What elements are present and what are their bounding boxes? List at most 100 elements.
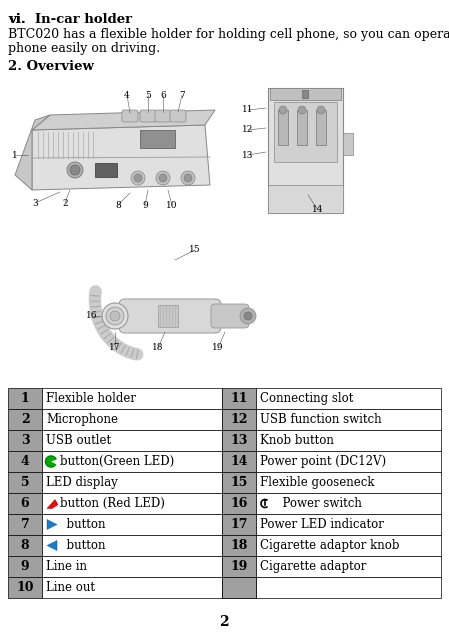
FancyBboxPatch shape bbox=[222, 430, 256, 451]
Bar bbox=[297, 110, 307, 145]
Circle shape bbox=[317, 106, 325, 114]
Text: Line in: Line in bbox=[46, 560, 87, 573]
FancyBboxPatch shape bbox=[42, 493, 222, 514]
Text: Knob button: Knob button bbox=[260, 434, 334, 447]
Text: button (Red LED): button (Red LED) bbox=[60, 497, 165, 510]
Text: 17: 17 bbox=[109, 344, 121, 353]
Text: LED display: LED display bbox=[46, 476, 118, 489]
FancyBboxPatch shape bbox=[222, 535, 256, 556]
Polygon shape bbox=[47, 499, 58, 509]
Text: button: button bbox=[59, 539, 106, 552]
Bar bbox=[274, 102, 337, 162]
Text: Power LED indicator: Power LED indicator bbox=[260, 518, 384, 531]
Bar bbox=[95, 163, 117, 177]
FancyBboxPatch shape bbox=[268, 88, 343, 213]
Bar bbox=[268, 185, 343, 213]
Text: vi.  In-car holder: vi. In-car holder bbox=[8, 13, 132, 26]
Text: Cigarette adaptor knob: Cigarette adaptor knob bbox=[260, 539, 400, 552]
Circle shape bbox=[110, 311, 120, 321]
Text: 15: 15 bbox=[189, 245, 201, 255]
FancyBboxPatch shape bbox=[170, 110, 186, 122]
FancyBboxPatch shape bbox=[158, 305, 178, 327]
Text: 6: 6 bbox=[21, 497, 29, 510]
Circle shape bbox=[67, 162, 83, 178]
FancyBboxPatch shape bbox=[256, 388, 441, 409]
Text: 19: 19 bbox=[212, 344, 224, 353]
Text: 18: 18 bbox=[230, 539, 248, 552]
Bar bbox=[302, 90, 308, 98]
Text: 2: 2 bbox=[62, 198, 68, 207]
FancyBboxPatch shape bbox=[8, 472, 42, 493]
Text: 8: 8 bbox=[115, 200, 121, 209]
FancyBboxPatch shape bbox=[8, 451, 42, 472]
Text: Cigarette adaptor: Cigarette adaptor bbox=[260, 560, 366, 573]
FancyBboxPatch shape bbox=[42, 451, 222, 472]
FancyBboxPatch shape bbox=[222, 577, 256, 598]
Text: 7: 7 bbox=[179, 90, 185, 99]
FancyBboxPatch shape bbox=[8, 388, 42, 409]
Circle shape bbox=[240, 308, 256, 324]
FancyBboxPatch shape bbox=[256, 493, 441, 514]
FancyBboxPatch shape bbox=[222, 409, 256, 430]
FancyBboxPatch shape bbox=[42, 514, 222, 535]
FancyBboxPatch shape bbox=[256, 430, 441, 451]
Text: 11: 11 bbox=[242, 106, 254, 114]
FancyBboxPatch shape bbox=[256, 556, 441, 577]
FancyBboxPatch shape bbox=[42, 577, 222, 598]
FancyBboxPatch shape bbox=[256, 577, 441, 598]
Text: vi.: vi. bbox=[8, 13, 35, 26]
FancyBboxPatch shape bbox=[140, 110, 156, 122]
FancyBboxPatch shape bbox=[256, 409, 441, 430]
Text: button: button bbox=[59, 518, 106, 531]
FancyBboxPatch shape bbox=[8, 493, 42, 514]
FancyBboxPatch shape bbox=[256, 535, 441, 556]
Text: 8: 8 bbox=[21, 539, 29, 552]
Text: Microphone: Microphone bbox=[46, 413, 118, 426]
FancyBboxPatch shape bbox=[42, 472, 222, 493]
Text: Power switch: Power switch bbox=[275, 497, 362, 510]
Text: 10: 10 bbox=[166, 200, 178, 209]
FancyBboxPatch shape bbox=[256, 514, 441, 535]
Text: 11: 11 bbox=[230, 392, 248, 405]
Text: 6: 6 bbox=[160, 90, 166, 99]
Circle shape bbox=[156, 171, 170, 185]
Bar bbox=[140, 130, 175, 148]
Text: 19: 19 bbox=[230, 560, 248, 573]
Bar bbox=[316, 110, 326, 145]
Text: 1: 1 bbox=[12, 150, 18, 159]
Text: 9: 9 bbox=[21, 560, 29, 573]
Bar bbox=[278, 110, 288, 145]
Circle shape bbox=[159, 174, 167, 182]
Polygon shape bbox=[32, 110, 215, 130]
FancyBboxPatch shape bbox=[222, 514, 256, 535]
Polygon shape bbox=[32, 125, 210, 190]
Text: 17: 17 bbox=[230, 518, 248, 531]
Polygon shape bbox=[47, 540, 57, 550]
Text: 9: 9 bbox=[142, 200, 148, 209]
Text: 3: 3 bbox=[21, 434, 29, 447]
FancyBboxPatch shape bbox=[8, 430, 42, 451]
FancyBboxPatch shape bbox=[119, 299, 221, 333]
Text: 16: 16 bbox=[230, 497, 248, 510]
Text: 12: 12 bbox=[242, 126, 254, 135]
Text: 2. Overview: 2. Overview bbox=[8, 60, 94, 73]
Circle shape bbox=[134, 174, 142, 182]
Text: 3: 3 bbox=[32, 198, 38, 207]
FancyBboxPatch shape bbox=[8, 409, 42, 430]
Wedge shape bbox=[46, 456, 56, 466]
Text: 2: 2 bbox=[21, 413, 29, 426]
FancyBboxPatch shape bbox=[256, 472, 441, 493]
Circle shape bbox=[279, 106, 287, 114]
Text: BTC020 has a flexible holder for holding cell phone, so you can operate: BTC020 has a flexible holder for holding… bbox=[8, 28, 449, 41]
FancyBboxPatch shape bbox=[8, 577, 42, 598]
Bar bbox=[343, 133, 353, 155]
Text: 14: 14 bbox=[312, 205, 324, 214]
Text: USB function switch: USB function switch bbox=[260, 413, 382, 426]
Text: Connecting slot: Connecting slot bbox=[260, 392, 353, 405]
Text: 5: 5 bbox=[21, 476, 29, 489]
Circle shape bbox=[106, 307, 124, 325]
FancyBboxPatch shape bbox=[42, 430, 222, 451]
FancyBboxPatch shape bbox=[8, 535, 42, 556]
Text: 16: 16 bbox=[86, 312, 98, 320]
Circle shape bbox=[102, 303, 128, 329]
